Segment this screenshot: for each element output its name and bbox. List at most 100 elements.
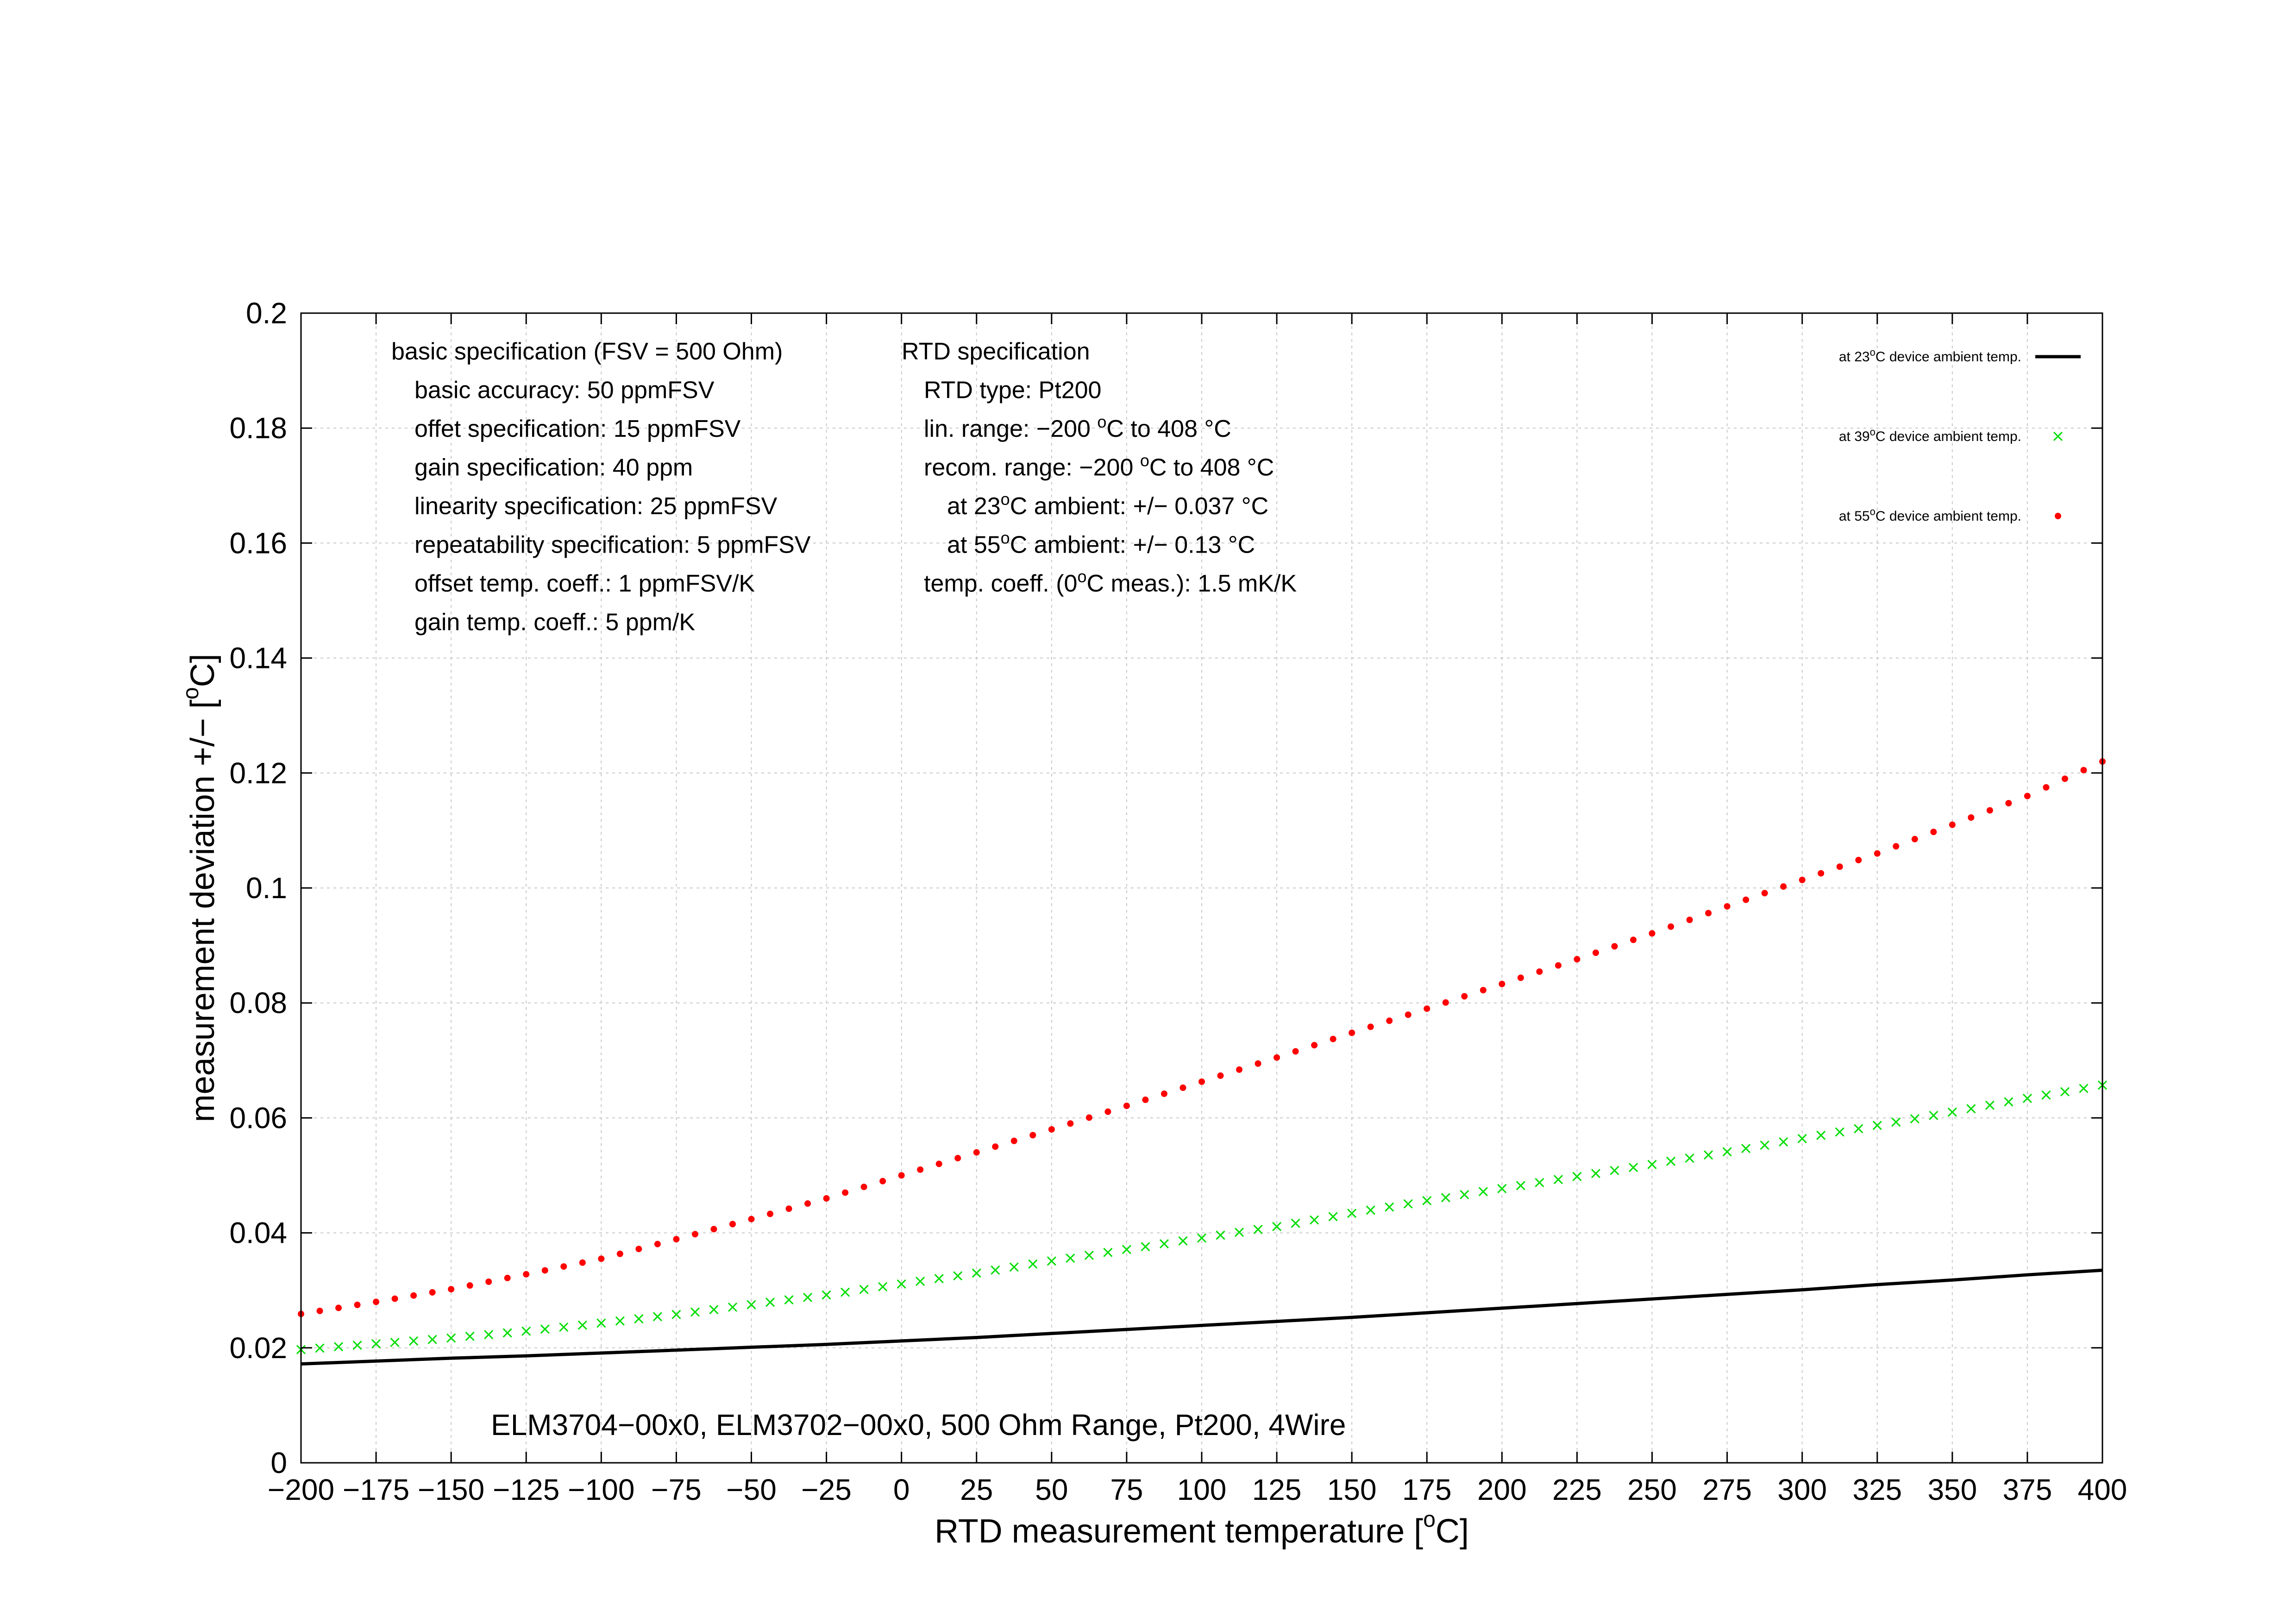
series-point xyxy=(410,1292,417,1299)
y-tick-label: 0.04 xyxy=(229,1216,287,1250)
series-point xyxy=(1818,870,1825,877)
series-point xyxy=(577,1320,587,1330)
series-point xyxy=(1253,1225,1263,1234)
series-point xyxy=(1104,1108,1111,1115)
x-tick-label: 300 xyxy=(1777,1473,1827,1506)
series-point xyxy=(1893,843,1900,850)
series-point xyxy=(2060,1087,2070,1096)
series-point xyxy=(1797,1134,1807,1144)
y-tick-label: 0.2 xyxy=(246,296,287,330)
series-point xyxy=(2043,784,2050,791)
series-point xyxy=(804,1200,811,1207)
series-point xyxy=(352,1341,362,1350)
series-point xyxy=(391,1295,398,1302)
series-point xyxy=(1029,1132,1036,1139)
series-point xyxy=(1553,1175,1563,1184)
series-point xyxy=(1066,1253,1075,1263)
series-point xyxy=(1499,981,1506,988)
series-point xyxy=(1686,916,1693,923)
spec-basic-line: offset temp. coeff.: 1 ppmFSV/K xyxy=(414,570,755,597)
series-point xyxy=(1292,1048,1299,1055)
series-point xyxy=(1929,1111,1938,1120)
series-point xyxy=(371,1339,381,1349)
series-point xyxy=(1947,1107,1957,1117)
series-point xyxy=(1217,1072,1224,1079)
spec-rtd-line: RTD type: Pt200 xyxy=(924,377,1101,404)
series-point xyxy=(879,1177,886,1184)
series-point xyxy=(1197,1233,1207,1243)
series-point xyxy=(2080,767,2087,774)
series-point xyxy=(671,1309,681,1319)
series-point xyxy=(1366,1205,1375,1215)
series-point xyxy=(1028,1259,1038,1269)
series-point xyxy=(1272,1221,1282,1232)
series-point xyxy=(1047,1256,1056,1266)
y-tick-label: 0.1 xyxy=(246,871,287,905)
series-point xyxy=(823,1195,830,1202)
x-tick-label: 275 xyxy=(1702,1473,1752,1506)
series-point xyxy=(878,1282,888,1292)
series-point xyxy=(1949,821,1956,828)
spec-rtd-line: at 23oC ambient: +/− 0.037 °C xyxy=(947,490,1268,520)
series-point xyxy=(729,1221,736,1227)
x-tick-label: 125 xyxy=(1252,1473,1302,1506)
y-tick-label: 0.12 xyxy=(229,756,287,790)
spec-rtd-line: RTD specification xyxy=(902,338,1090,365)
series-point xyxy=(504,1275,511,1282)
series-point xyxy=(1085,1114,1092,1121)
x-tick-label: −50 xyxy=(726,1473,777,1506)
series-point xyxy=(1610,1165,1619,1176)
series-point xyxy=(1198,1078,1205,1085)
series-point xyxy=(1966,1104,1976,1114)
x-tick-label: 375 xyxy=(2003,1473,2052,1506)
series-point xyxy=(523,1271,530,1278)
series-point xyxy=(521,1326,531,1336)
series-point xyxy=(973,1149,980,1156)
x-tick-label: −100 xyxy=(568,1473,634,1506)
series-point xyxy=(1460,1190,1469,1200)
series-point xyxy=(784,1295,794,1305)
x-tick-label: −175 xyxy=(343,1473,409,1506)
series-point xyxy=(598,1255,605,1262)
plot-series xyxy=(296,758,2108,1366)
series-point xyxy=(1178,1236,1188,1246)
spec-rtd-line: at 55oC ambient: +/− 0.13 °C xyxy=(947,529,1255,559)
series-point xyxy=(335,1304,342,1311)
series-point xyxy=(1141,1242,1150,1252)
series-point xyxy=(634,1314,644,1324)
series-point xyxy=(917,1166,924,1173)
x-tick-label: −125 xyxy=(493,1473,559,1506)
series-point xyxy=(2079,1083,2089,1093)
series-point xyxy=(841,1287,850,1297)
series-point xyxy=(652,1312,662,1322)
series-point xyxy=(1291,1218,1300,1228)
series-point xyxy=(992,1143,999,1150)
series-point xyxy=(1497,1183,1507,1194)
x-tick-label: −75 xyxy=(651,1473,702,1506)
series-point xyxy=(1234,1227,1244,1237)
series-point xyxy=(1347,1209,1357,1218)
series-point xyxy=(615,1316,625,1326)
series-point xyxy=(1855,856,1862,863)
series-point xyxy=(1385,1202,1394,1212)
series-point xyxy=(1910,1114,1920,1124)
x-tick-label: 400 xyxy=(2078,1473,2127,1506)
series-point xyxy=(859,1284,869,1294)
series-point xyxy=(1705,910,1712,917)
series-point xyxy=(1647,1159,1657,1169)
x-tick-label: 225 xyxy=(1552,1473,1602,1506)
spec-basic-line: basic specification (FSV = 500 Ohm) xyxy=(391,338,783,365)
series-point xyxy=(1741,1144,1751,1153)
x-tick-label: 175 xyxy=(1402,1473,1452,1506)
series-point xyxy=(616,1250,623,1257)
x-tick-label: 0 xyxy=(893,1473,910,1506)
series-point xyxy=(427,1334,437,1344)
spec-basic-line: gain specification: 40 ppm xyxy=(414,454,693,481)
series-point xyxy=(690,1307,700,1317)
x-tick-label: 75 xyxy=(1110,1473,1143,1506)
series-point xyxy=(728,1302,738,1312)
spec-rtd-line: temp. coeff. (0oC meas.): 1.5 mK/K xyxy=(924,567,1297,597)
series-point xyxy=(635,1246,642,1253)
series-point xyxy=(446,1333,456,1343)
series-point xyxy=(1649,930,1656,937)
